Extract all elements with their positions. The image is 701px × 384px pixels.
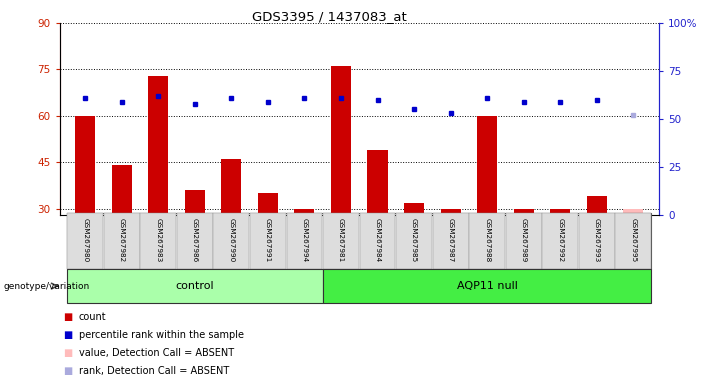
Bar (469, 213, 505, 269)
Text: ■: ■ (63, 330, 72, 340)
Text: GSM267986: GSM267986 (192, 218, 198, 262)
Text: rank, Detection Call = ABSENT: rank, Detection Call = ABSENT (79, 366, 229, 376)
Bar (323, 213, 359, 269)
Text: GSM267989: GSM267989 (521, 218, 526, 262)
Bar (360, 213, 395, 269)
Text: GSM267981: GSM267981 (338, 218, 344, 262)
Bar (213, 213, 250, 269)
Text: value, Detection Call = ABSENT: value, Detection Call = ABSENT (79, 348, 233, 358)
Bar (331, 66, 351, 215)
Text: GSM267995: GSM267995 (630, 218, 637, 262)
Bar (294, 209, 315, 215)
Text: GSM267980: GSM267980 (82, 218, 88, 262)
Bar (514, 209, 533, 215)
Text: genotype/variation: genotype/variation (4, 281, 90, 291)
Bar (148, 76, 168, 215)
Bar (140, 213, 176, 269)
Text: GSM267993: GSM267993 (594, 218, 600, 262)
Bar (67, 213, 103, 269)
Bar (75, 116, 95, 215)
Bar (579, 213, 615, 269)
Bar (185, 190, 205, 215)
Bar (396, 213, 432, 269)
Text: GSM267994: GSM267994 (301, 218, 308, 262)
Bar (404, 203, 424, 215)
Text: count: count (79, 312, 106, 322)
Bar (258, 194, 278, 215)
Bar (506, 213, 542, 269)
Text: GSM267982: GSM267982 (118, 218, 125, 262)
Text: GSM267991: GSM267991 (265, 218, 271, 262)
Text: GSM267985: GSM267985 (411, 218, 417, 262)
Bar (433, 213, 468, 269)
Text: GSM267987: GSM267987 (448, 218, 454, 262)
Text: GDS3395 / 1437083_at: GDS3395 / 1437083_at (252, 10, 407, 23)
Bar (367, 150, 388, 215)
Bar (477, 116, 497, 215)
Bar (440, 209, 461, 215)
Bar (543, 213, 578, 269)
Bar (250, 213, 286, 269)
Text: GSM267992: GSM267992 (557, 218, 564, 262)
Text: ■: ■ (63, 312, 72, 322)
Text: control: control (175, 281, 214, 291)
Bar (615, 213, 651, 269)
Bar (287, 213, 322, 269)
Bar (104, 213, 139, 269)
Bar (587, 197, 607, 215)
Text: GSM267990: GSM267990 (229, 218, 234, 262)
Bar (111, 166, 132, 215)
Text: percentile rank within the sample: percentile rank within the sample (79, 330, 243, 340)
Text: AQP11 null: AQP11 null (457, 281, 517, 291)
Text: GSM267988: GSM267988 (484, 218, 490, 262)
Text: GSM267984: GSM267984 (374, 218, 381, 262)
Text: ■: ■ (63, 348, 72, 358)
Bar (222, 159, 241, 215)
Bar (623, 209, 644, 215)
Bar (550, 209, 571, 215)
Text: GSM267983: GSM267983 (155, 218, 161, 262)
Bar (67, 269, 322, 303)
Bar (177, 213, 212, 269)
Text: ■: ■ (63, 366, 72, 376)
Bar (323, 269, 651, 303)
